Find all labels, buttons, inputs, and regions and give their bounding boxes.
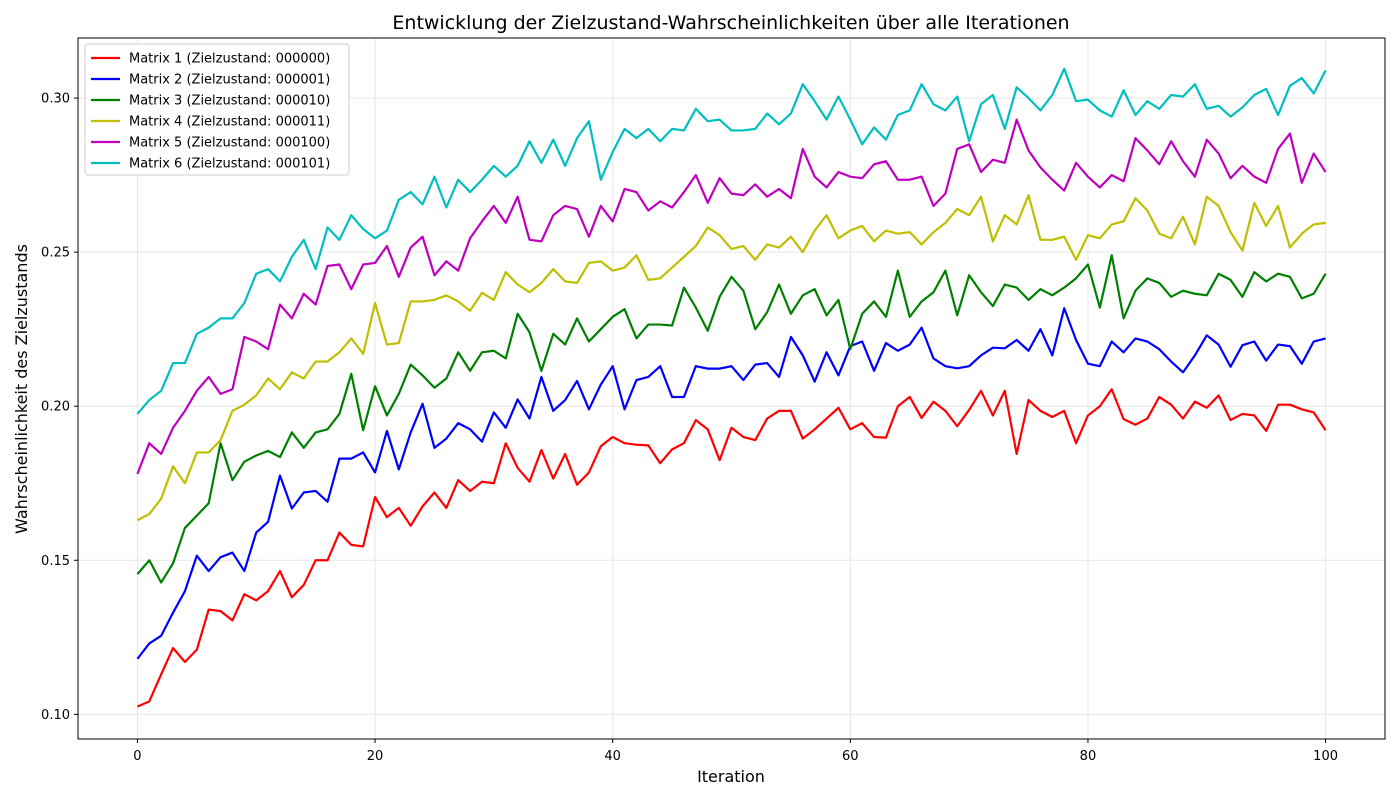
legend-label: Matrix 5 (Zielzustand: 000100) bbox=[129, 136, 330, 151]
series-line-matrix-4 bbox=[136, 194, 1326, 522]
series-line-matrix-1 bbox=[136, 388, 1327, 708]
y-axis-title: Wahrscheinlichkeit des Zielzustands bbox=[12, 244, 31, 534]
y-tick-label: 0.25 bbox=[41, 246, 70, 261]
plot-frame bbox=[77, 37, 1386, 740]
x-tick-label: 40 bbox=[604, 749, 621, 764]
x-axis-title: Iteration bbox=[697, 767, 765, 786]
legend: Matrix 1 (Zielzustand: 000000) Matrix 2 (… bbox=[84, 43, 350, 176]
x-tick-label: 0 bbox=[133, 749, 141, 764]
legend-label: Matrix 1 (Zielzustand: 000000) bbox=[129, 52, 330, 67]
y-tick-label: 0.30 bbox=[41, 92, 70, 107]
legend-box bbox=[84, 43, 350, 176]
series-line-matrix-3 bbox=[136, 254, 1327, 584]
series-lines bbox=[136, 67, 1327, 708]
series-line-matrix-2 bbox=[136, 307, 1326, 660]
x-tick-label: 60 bbox=[842, 749, 859, 764]
x-tick-label: 100 bbox=[1313, 749, 1338, 764]
legend-label: Matrix 4 (Zielzustand: 000011) bbox=[129, 115, 330, 130]
series-line-matrix-5 bbox=[136, 118, 1327, 475]
axis-ticks: 0 20 40 60 80 100 0.10 0.15 0.20 0.25 0.30 bbox=[41, 92, 1338, 764]
legend-label: Matrix 6 (Zielzustand: 000101) bbox=[129, 157, 330, 172]
series-line-matrix-6 bbox=[136, 67, 1327, 415]
legend-label: Matrix 3 (Zielzustand: 000010) bbox=[129, 94, 330, 109]
y-tick-label: 0.20 bbox=[41, 400, 70, 415]
x-tick-label: 20 bbox=[367, 749, 384, 764]
y-tick-label: 0.15 bbox=[41, 554, 70, 569]
y-tick-label: 0.10 bbox=[41, 708, 70, 723]
x-tick-label: 80 bbox=[1080, 749, 1097, 764]
chart-title: Entwicklung der Zielzustand-Wahrscheinli… bbox=[392, 12, 1069, 34]
legend-label: Matrix 2 (Zielzustand: 000001) bbox=[129, 73, 330, 88]
